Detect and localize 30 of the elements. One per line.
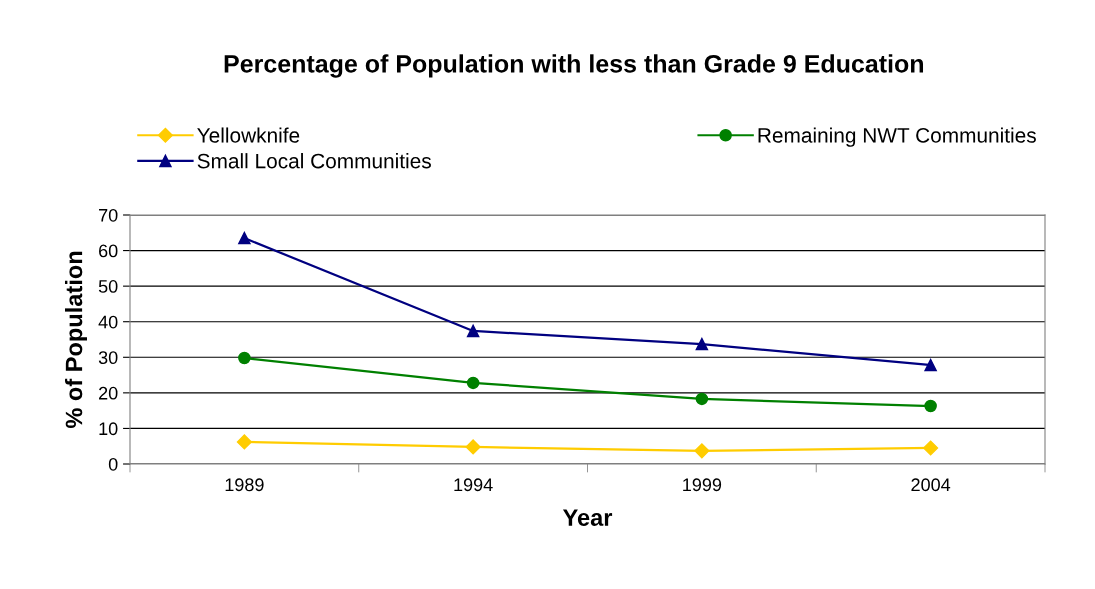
y-tick-label: 10 — [99, 422, 118, 436]
legend-label: Yellowknife — [197, 127, 300, 143]
y-tick-label: 70 — [99, 208, 118, 222]
x-tick-label: 2004 — [911, 478, 951, 492]
point — [923, 440, 939, 456]
y-tick-label: 40 — [98, 315, 118, 329]
point — [924, 399, 937, 413]
point — [465, 439, 481, 455]
point — [695, 337, 709, 351]
point — [694, 443, 710, 459]
point — [466, 324, 480, 338]
point — [924, 358, 937, 372]
y-axis-title: % of Population — [64, 251, 87, 429]
legend-label: Remaining NWT Communities — [758, 127, 1036, 147]
y-tick-label: 20 — [99, 386, 118, 400]
x-axis-title: Year — [562, 509, 613, 526]
legend-label: Small Local Communities — [197, 153, 431, 169]
point — [466, 376, 480, 390]
x-tick-label: 1994 — [454, 478, 493, 492]
y-tick-label: 50 — [98, 280, 118, 293]
point — [238, 231, 251, 245]
chart-title: Percentage of Population with less than Grade 9 Education — [224, 54, 924, 78]
x-tick-label: 1999 — [683, 478, 722, 492]
point — [236, 434, 252, 450]
point — [695, 392, 709, 406]
y-tick-label: 0 — [108, 457, 118, 471]
point — [238, 351, 251, 365]
y-tick-label: 60 — [99, 244, 118, 258]
x-tick-label: 1989 — [225, 478, 264, 492]
y-tick-label: 30 — [98, 351, 118, 365]
